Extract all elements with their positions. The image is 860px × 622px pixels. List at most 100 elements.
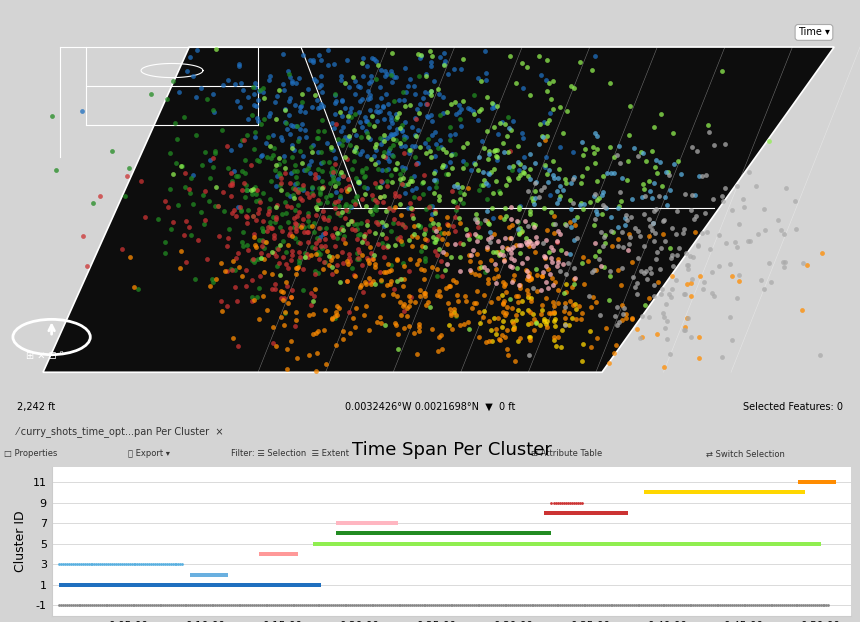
Point: [329, 181, 342, 191]
Point: [355, 600, 369, 610]
Point: [172, 87, 186, 97]
Point: [406, 175, 420, 185]
Point: [414, 142, 427, 152]
Point: [94, 191, 108, 201]
Point: [504, 126, 518, 136]
Point: [576, 340, 590, 350]
Point: [326, 167, 340, 177]
Point: [286, 152, 299, 162]
Point: [534, 185, 548, 195]
Point: [464, 250, 477, 260]
Point: [160, 600, 174, 610]
Point: [452, 600, 465, 610]
Point: [114, 600, 128, 610]
Point: [787, 600, 801, 610]
Point: [230, 171, 243, 181]
Point: [395, 179, 408, 189]
Point: [77, 600, 91, 610]
Point: [54, 600, 68, 610]
Point: [507, 256, 520, 266]
Point: [462, 324, 476, 334]
Point: [764, 600, 777, 610]
Point: [107, 600, 120, 610]
Point: [548, 277, 562, 287]
Point: [338, 238, 352, 248]
Point: [404, 174, 418, 183]
Point: [80, 559, 94, 569]
Point: [301, 84, 315, 94]
Point: [171, 559, 185, 569]
Point: [95, 559, 109, 569]
Point: [666, 261, 679, 271]
Point: [363, 600, 377, 610]
Point: [541, 282, 555, 292]
Point: [531, 139, 545, 149]
Point: [456, 142, 470, 152]
Point: [168, 600, 181, 610]
Point: [108, 600, 122, 610]
Point: [311, 164, 325, 174]
Point: [521, 305, 535, 315]
Point: [532, 600, 546, 610]
Point: [642, 312, 655, 322]
Point: [599, 203, 612, 213]
Point: [325, 313, 339, 323]
Point: [393, 108, 407, 118]
Point: [534, 284, 548, 294]
Point: [490, 101, 504, 111]
Point: [311, 147, 325, 157]
Point: [311, 198, 325, 208]
Point: [281, 239, 295, 249]
Point: [562, 320, 576, 330]
Point: [314, 147, 328, 157]
Point: [615, 315, 629, 325]
Point: [614, 196, 628, 206]
Point: [605, 600, 619, 610]
Point: [330, 208, 344, 218]
Point: [574, 313, 588, 323]
Point: [568, 172, 581, 182]
Point: [272, 168, 286, 178]
Point: [528, 220, 542, 230]
Point: [637, 268, 651, 278]
Point: [240, 212, 254, 222]
Point: [289, 269, 303, 279]
Point: [427, 175, 440, 185]
Point: [796, 305, 809, 315]
Point: [273, 240, 287, 250]
Point: [420, 148, 433, 158]
Point: [89, 559, 103, 569]
Point: [312, 223, 326, 233]
Point: [345, 225, 359, 234]
Point: [482, 169, 496, 179]
Point: [540, 225, 554, 235]
Point: [424, 110, 438, 120]
Point: [429, 139, 443, 149]
Point: [416, 177, 430, 187]
Point: [212, 231, 226, 241]
Point: [88, 559, 101, 569]
Point: [716, 600, 729, 610]
Point: [496, 277, 510, 287]
Point: [361, 256, 375, 266]
Point: [430, 290, 444, 300]
Point: [278, 307, 292, 317]
Point: [224, 600, 237, 610]
Point: [507, 324, 521, 334]
Point: [342, 253, 356, 262]
Point: [404, 203, 418, 213]
Point: [553, 142, 567, 152]
Point: [539, 75, 553, 85]
Point: [267, 248, 281, 258]
Point: [624, 232, 637, 242]
Point: [362, 273, 376, 283]
Point: [253, 85, 267, 95]
Point: [324, 190, 338, 200]
Point: [669, 276, 683, 285]
Point: [241, 185, 255, 195]
Point: [513, 248, 526, 258]
Point: [257, 267, 271, 277]
Point: [547, 297, 561, 307]
Point: [382, 145, 396, 155]
Point: [253, 156, 267, 166]
